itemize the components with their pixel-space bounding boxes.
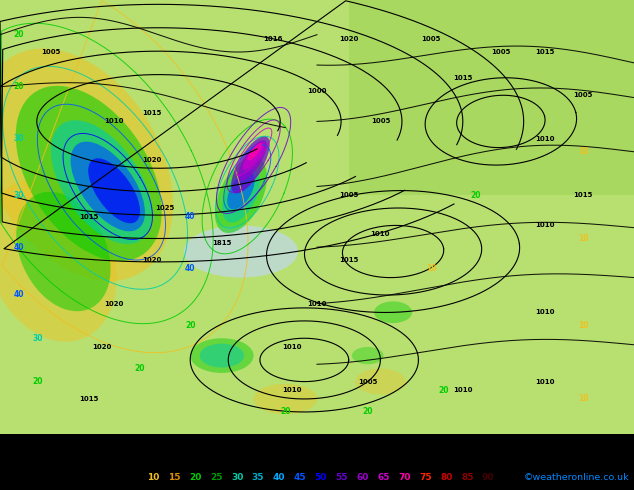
Text: 1005: 1005 bbox=[339, 192, 358, 198]
Text: 1020: 1020 bbox=[105, 300, 124, 307]
Ellipse shape bbox=[88, 158, 140, 223]
Ellipse shape bbox=[184, 225, 298, 277]
Text: 20: 20 bbox=[470, 191, 481, 199]
Ellipse shape bbox=[70, 142, 145, 231]
Ellipse shape bbox=[16, 192, 110, 311]
Text: 35: 35 bbox=[252, 473, 264, 482]
Ellipse shape bbox=[190, 338, 254, 373]
Text: 10: 10 bbox=[578, 321, 588, 330]
Text: 40: 40 bbox=[14, 243, 24, 252]
Ellipse shape bbox=[238, 140, 267, 181]
Text: 1020: 1020 bbox=[143, 257, 162, 263]
Text: 1020: 1020 bbox=[92, 344, 111, 350]
Text: 1010: 1010 bbox=[307, 300, 327, 307]
Text: 25: 25 bbox=[210, 473, 223, 482]
Text: 1015: 1015 bbox=[339, 257, 358, 263]
Text: 20: 20 bbox=[280, 408, 290, 416]
Bar bbox=[349, 0, 634, 195]
Text: 1005: 1005 bbox=[41, 49, 60, 55]
Text: 30: 30 bbox=[14, 134, 24, 143]
Text: 1010: 1010 bbox=[536, 136, 555, 142]
Text: 1010: 1010 bbox=[105, 119, 124, 124]
Text: 40: 40 bbox=[14, 291, 24, 299]
Ellipse shape bbox=[51, 120, 152, 244]
Text: 80: 80 bbox=[440, 473, 453, 482]
Ellipse shape bbox=[231, 136, 269, 194]
Text: 90: 90 bbox=[482, 473, 495, 482]
Ellipse shape bbox=[0, 49, 173, 281]
Text: 1010: 1010 bbox=[282, 344, 301, 350]
Text: 1005: 1005 bbox=[574, 93, 593, 98]
Text: 1025: 1025 bbox=[155, 205, 174, 211]
Text: 10: 10 bbox=[426, 265, 436, 273]
Text: 20: 20 bbox=[189, 473, 202, 482]
Text: 20: 20 bbox=[134, 364, 145, 373]
Ellipse shape bbox=[355, 368, 406, 394]
Text: 1010: 1010 bbox=[536, 379, 555, 385]
Text: 1010: 1010 bbox=[282, 387, 301, 393]
Ellipse shape bbox=[352, 347, 384, 364]
Text: 20: 20 bbox=[33, 377, 43, 386]
Ellipse shape bbox=[223, 168, 259, 222]
Text: 1020: 1020 bbox=[143, 157, 162, 164]
Text: 1005: 1005 bbox=[422, 36, 441, 42]
Text: 20: 20 bbox=[14, 82, 24, 91]
Text: 20: 20 bbox=[439, 386, 449, 395]
Text: 30: 30 bbox=[231, 473, 243, 482]
Text: 1010: 1010 bbox=[371, 231, 390, 237]
Text: 85: 85 bbox=[461, 473, 474, 482]
Text: 40: 40 bbox=[185, 265, 195, 273]
Text: 40: 40 bbox=[185, 212, 195, 221]
Text: 10: 10 bbox=[578, 147, 588, 156]
Text: 30: 30 bbox=[33, 334, 43, 343]
Text: 1015: 1015 bbox=[79, 214, 98, 220]
Text: 55: 55 bbox=[335, 473, 348, 482]
Text: 1016: 1016 bbox=[263, 36, 282, 42]
Ellipse shape bbox=[254, 384, 317, 414]
Text: 45: 45 bbox=[294, 473, 306, 482]
Text: 1015: 1015 bbox=[536, 49, 555, 55]
Ellipse shape bbox=[0, 179, 117, 342]
Text: 1015: 1015 bbox=[79, 396, 98, 402]
Ellipse shape bbox=[227, 172, 255, 210]
Text: 30: 30 bbox=[14, 191, 24, 199]
Text: 20: 20 bbox=[185, 321, 195, 330]
Text: 10: 10 bbox=[578, 394, 588, 403]
Text: 1005: 1005 bbox=[358, 379, 377, 385]
Text: 1815: 1815 bbox=[212, 240, 231, 246]
Text: 70: 70 bbox=[398, 473, 411, 482]
Ellipse shape bbox=[16, 86, 162, 261]
Text: 60: 60 bbox=[356, 473, 369, 482]
Text: 1005: 1005 bbox=[371, 119, 390, 124]
Text: Isotachs 10m (km/h): Isotachs 10m (km/h) bbox=[5, 473, 103, 482]
Text: Surface pressure [hPa] ECMWF: Surface pressure [hPa] ECMWF bbox=[5, 444, 159, 454]
Text: 20: 20 bbox=[363, 408, 373, 416]
Text: 1015: 1015 bbox=[453, 75, 472, 81]
Text: 10: 10 bbox=[147, 473, 160, 482]
Text: Mo 10-06-2024 18:00 UTC (12+126): Mo 10-06-2024 18:00 UTC (12+126) bbox=[448, 444, 629, 454]
Text: 1010: 1010 bbox=[453, 387, 472, 393]
Ellipse shape bbox=[243, 142, 264, 170]
Text: 40: 40 bbox=[273, 473, 285, 482]
Ellipse shape bbox=[200, 343, 244, 368]
Text: 1005: 1005 bbox=[491, 49, 510, 55]
Text: 1010: 1010 bbox=[536, 222, 555, 228]
Text: 75: 75 bbox=[419, 473, 432, 482]
Text: 65: 65 bbox=[377, 473, 390, 482]
Ellipse shape bbox=[215, 157, 267, 233]
Text: 20: 20 bbox=[14, 30, 24, 39]
Text: 1015: 1015 bbox=[574, 192, 593, 198]
Text: 10: 10 bbox=[578, 234, 588, 243]
Text: 15: 15 bbox=[168, 473, 181, 482]
Text: ©weatheronline.co.uk: ©weatheronline.co.uk bbox=[523, 473, 629, 482]
Text: 1015: 1015 bbox=[143, 110, 162, 116]
Ellipse shape bbox=[247, 143, 262, 161]
Text: 50: 50 bbox=[314, 473, 327, 482]
Text: 1020: 1020 bbox=[339, 36, 358, 42]
Text: 1000: 1000 bbox=[307, 88, 327, 94]
Text: 1010: 1010 bbox=[536, 309, 555, 315]
Ellipse shape bbox=[374, 301, 412, 323]
